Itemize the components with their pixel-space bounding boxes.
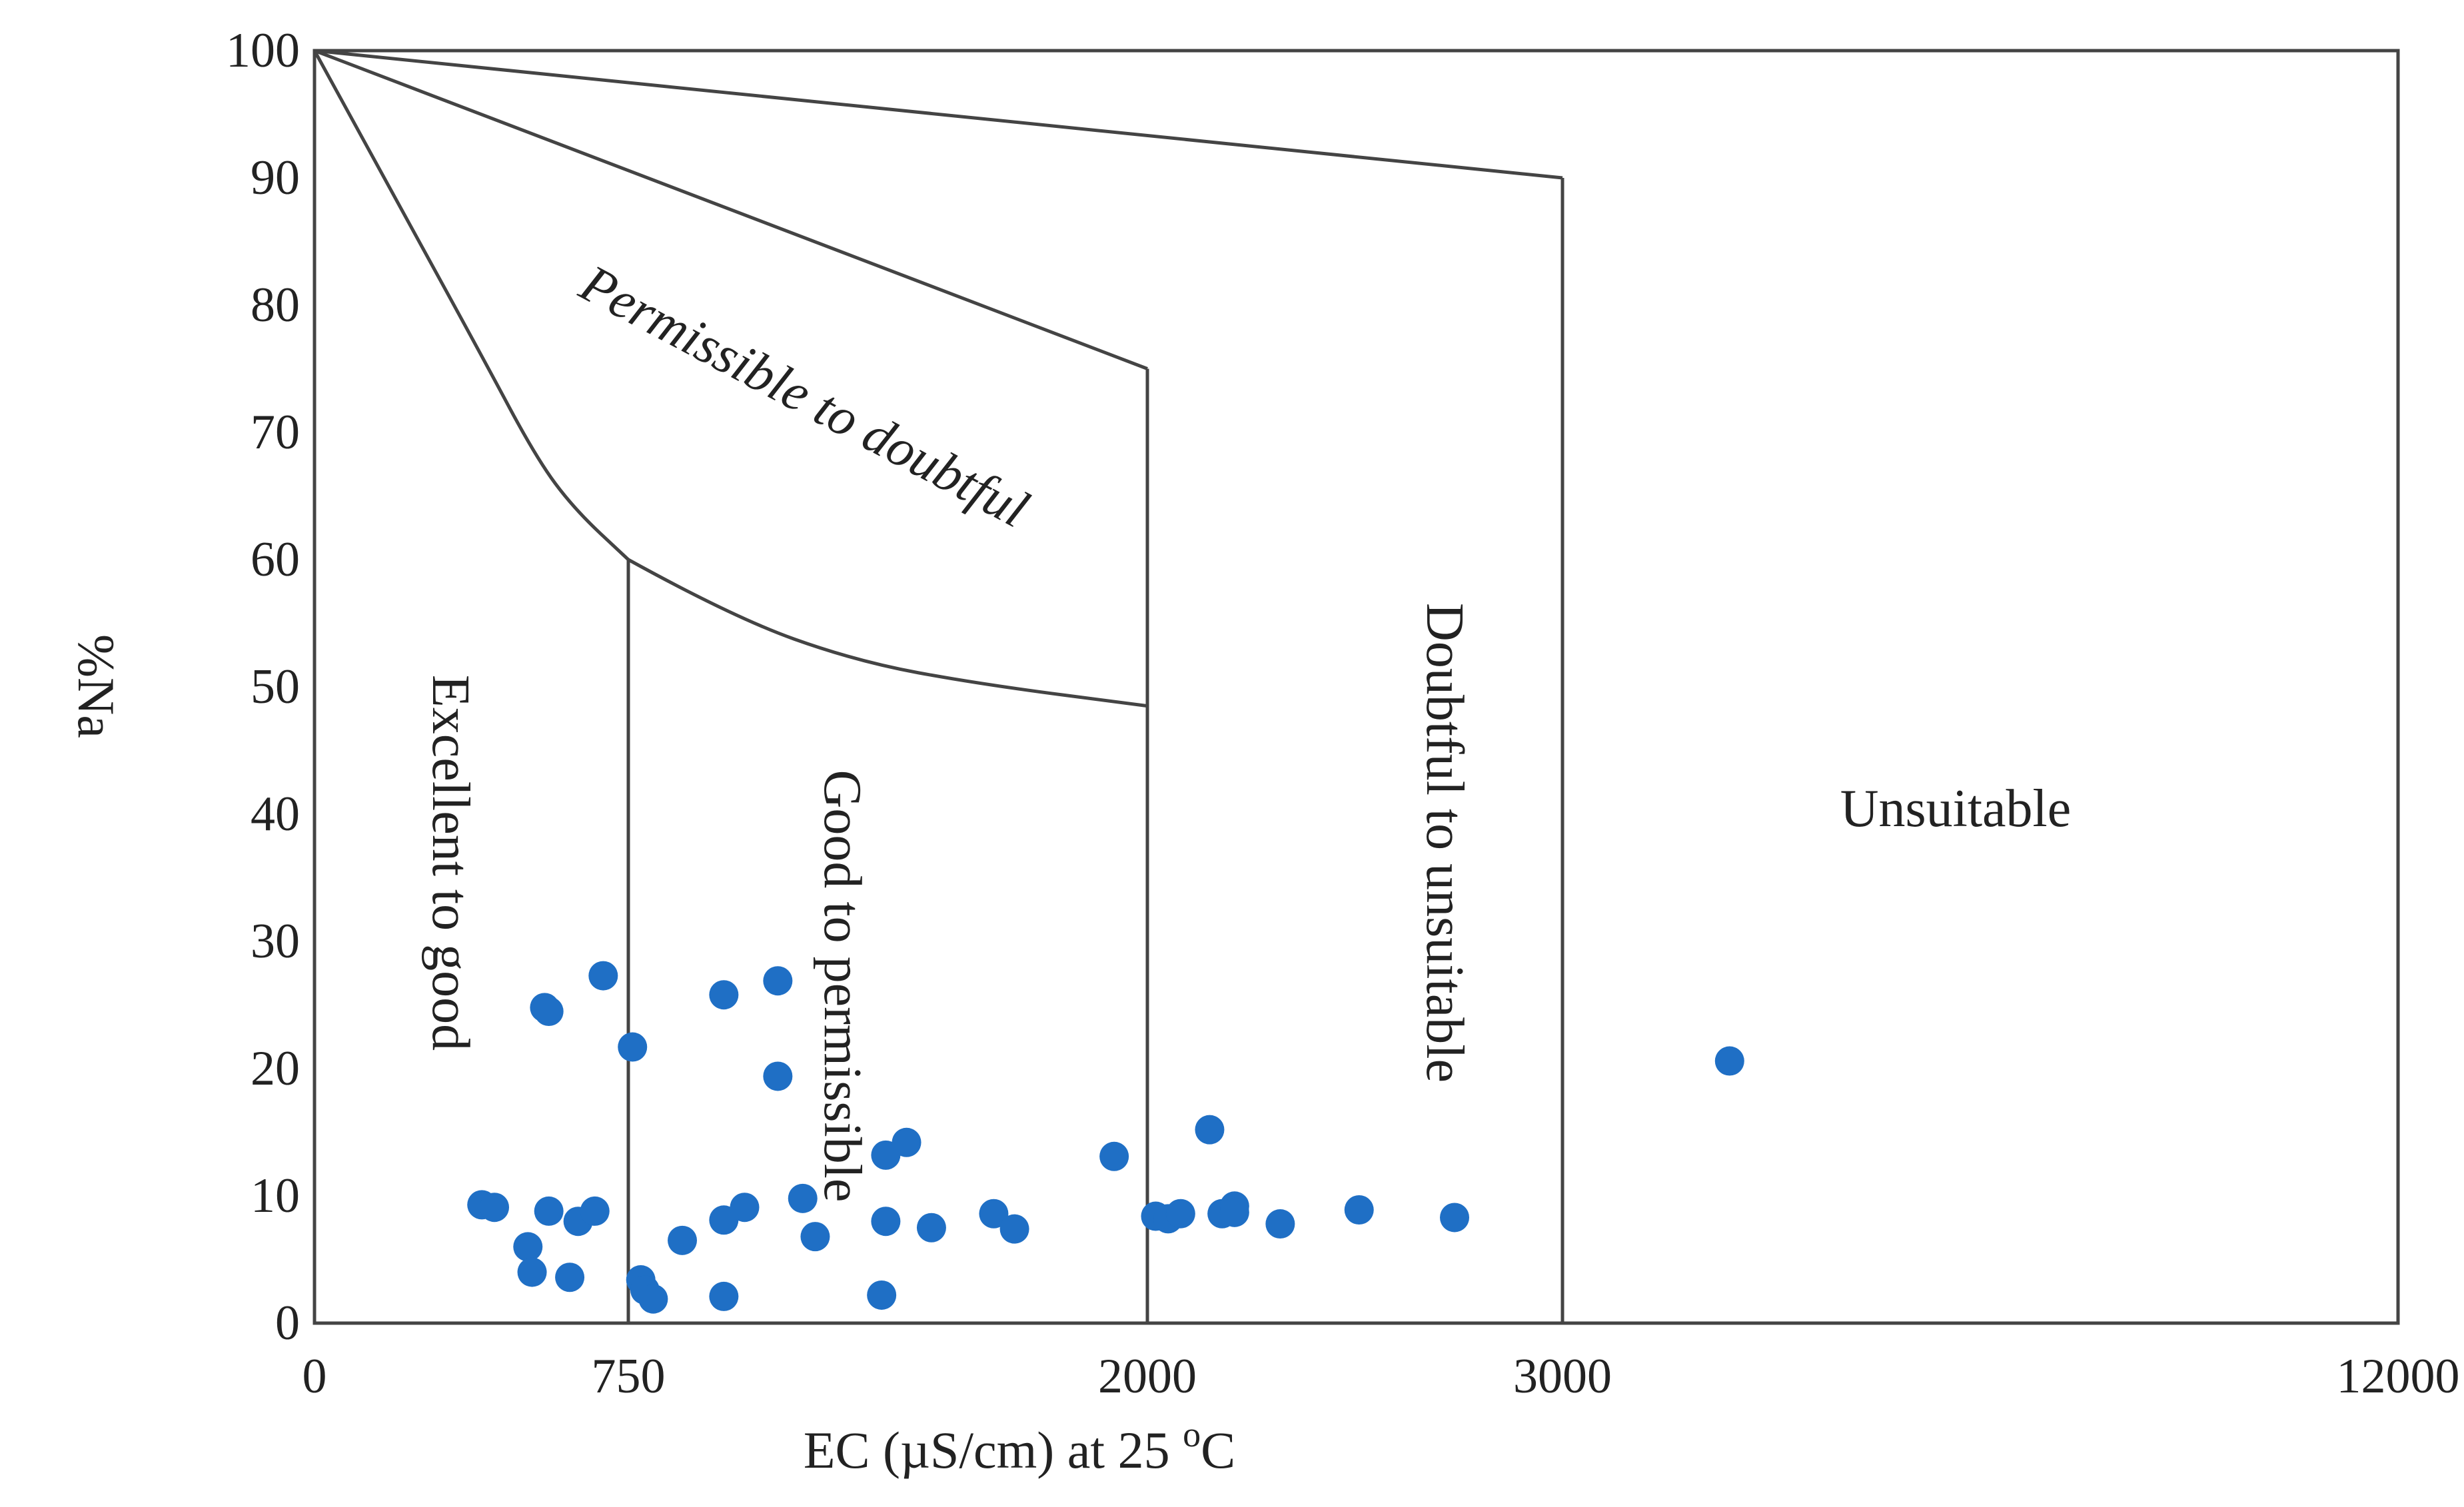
y-tick-label: 70 [251,405,300,460]
x-tick-label: 750 [592,1349,666,1404]
data-point [1440,1203,1470,1233]
data-point [763,1061,793,1091]
data-point [555,1262,585,1292]
y-tick-label: 50 [251,660,300,714]
data-point [867,1280,897,1310]
data-point [1714,1046,1744,1076]
y-tick-label: 30 [251,914,300,969]
data-point [618,1032,648,1062]
x-tick-label: 2000 [1098,1349,1197,1404]
x-axis-ticks: 0 750 2000 3000 12000 [303,1349,2460,1404]
region-label-unsuitable: Unsuitable [1840,779,2072,838]
y-tick-label: 80 [251,278,300,332]
classification-boundaries [312,49,1564,1323]
data-point [763,966,793,996]
data-point [1265,1209,1295,1239]
data-point [534,1196,564,1226]
data-point [871,1207,901,1237]
region-label-permissible-to-doubtful: Permissible to doubtful [570,253,1037,539]
data-points [467,961,1744,1314]
region-label-doubtful-to-unsuitable: Doubtful to unsuitable [1415,603,1474,1083]
data-point [709,980,739,1010]
plot-frame [312,49,2400,1325]
data-point [517,1257,547,1287]
y-tick-label: 90 [251,151,300,205]
data-point [979,1199,1009,1229]
x-tick-label: 0 [303,1349,327,1404]
y-tick-label: 60 [251,532,300,587]
x-tick-label: 12000 [2337,1349,2460,1404]
y-tick-label: 100 [226,23,300,78]
y-tick-label: 40 [251,787,300,841]
x-axis-title: EC (µS/cm) at 25 oC [804,1414,1235,1479]
x-axis-title-suffix: C [1201,1421,1235,1479]
data-point [730,1193,760,1223]
data-point [588,961,618,991]
y-tick-label: 10 [251,1169,300,1223]
region-label-excellent-to-good: Excellent to good [421,675,480,1051]
data-point [788,1183,818,1213]
data-point [892,1127,922,1157]
region-label-good-to-permissible: Good to permissible [813,770,872,1203]
boundary-good-to-permissible-curve [627,558,1148,708]
y-axis-ticks: 0 10 20 30 40 50 60 70 80 90 100 [226,23,300,1350]
y-axis-title: %Na [67,634,125,738]
data-point [1165,1199,1195,1229]
x-axis-title-degree: o [1183,1414,1201,1454]
data-point [1099,1141,1129,1171]
data-point [580,1196,610,1226]
y-tick-label: 20 [251,1041,300,1096]
data-point [1219,1197,1249,1227]
data-point [1195,1115,1225,1145]
data-point [709,1281,739,1311]
x-axis-title-prefix: EC (µS/cm) at 25 [804,1421,1183,1479]
x-tick-label: 3000 [1513,1349,1612,1404]
data-point [916,1213,946,1243]
boundary-excellent-to-good-curve [312,49,630,561]
data-point [480,1193,510,1223]
data-point [999,1214,1029,1244]
y-tick-label: 0 [275,1296,300,1350]
data-point [800,1222,830,1252]
data-point [1344,1195,1374,1225]
data-point [668,1225,698,1255]
data-point [513,1232,543,1262]
data-point [638,1284,668,1314]
boundary-doubtful-to-unsuitable-line [314,49,1563,180]
boundary-permissible-to-doubtful-line [314,49,1148,370]
data-point [534,997,564,1027]
